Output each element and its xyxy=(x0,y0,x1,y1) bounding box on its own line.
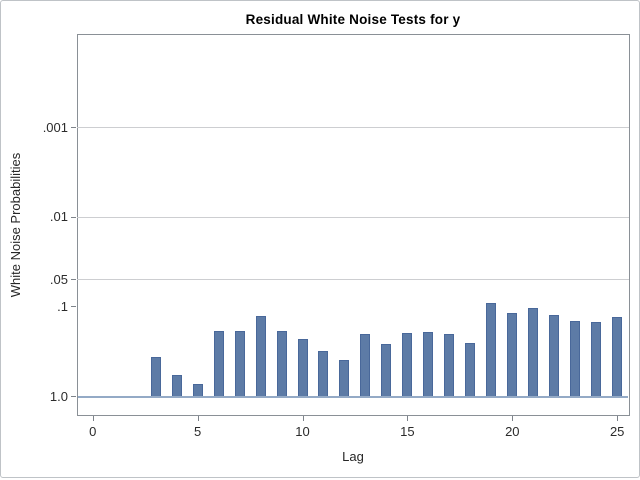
x-tick-25 xyxy=(617,416,619,421)
bar-lag-12 xyxy=(339,359,350,397)
bar-lag-11 xyxy=(318,350,329,397)
bar-lag-5 xyxy=(192,384,203,397)
bar-lag-16 xyxy=(423,331,434,397)
bar-lag-15 xyxy=(402,333,413,397)
x-tick-label-15: 15 xyxy=(400,424,415,439)
baseline-1.0 xyxy=(78,395,628,398)
x-axis-label: Lag xyxy=(342,449,364,464)
bar-lag-18 xyxy=(465,343,476,397)
x-tick-5 xyxy=(197,416,199,421)
bar-lag-3 xyxy=(150,356,161,397)
bar-lag-9 xyxy=(276,331,287,397)
x-tick-label-25: 25 xyxy=(609,424,625,439)
x-tick-label-20: 20 xyxy=(505,424,520,439)
bar-lag-19 xyxy=(486,302,497,397)
bar-lag-6 xyxy=(213,330,224,397)
y-tick-.001 xyxy=(71,127,76,129)
bar-lag-14 xyxy=(381,344,392,397)
y-tick-label-.1: .1 xyxy=(57,298,68,314)
y-tick-.01 xyxy=(71,216,76,218)
bar-lag-22 xyxy=(549,314,560,397)
y-tick-.1 xyxy=(71,306,76,308)
y-tick-label-1.0: 1.0 xyxy=(49,388,68,404)
x-tick-10 xyxy=(302,416,304,421)
reference-line-0.001 xyxy=(77,127,629,129)
bar-lag-8 xyxy=(255,315,266,397)
bar-lag-4 xyxy=(171,374,182,397)
bar-lag-23 xyxy=(570,320,581,397)
bar-lag-20 xyxy=(507,313,518,397)
x-tick-label-10: 10 xyxy=(295,424,310,439)
chart-title: Residual White Noise Tests for y xyxy=(245,12,461,27)
bar-lag-17 xyxy=(444,333,455,397)
x-tick-label-0: 0 xyxy=(89,424,97,439)
y-tick-label-.01: .01 xyxy=(49,209,68,225)
x-tick-0 xyxy=(92,416,94,421)
y-tick-label-.001: .001 xyxy=(42,119,68,135)
bar-lag-10 xyxy=(297,339,308,397)
x-tick-15 xyxy=(407,416,409,421)
bar-lag-21 xyxy=(528,307,539,397)
bar-lag-7 xyxy=(234,331,245,397)
reference-line-0.05 xyxy=(77,279,629,281)
bar-lag-24 xyxy=(591,321,602,397)
y-tick-.05 xyxy=(71,279,76,281)
bar-lag-25 xyxy=(612,316,623,397)
y-tick-label-.05: .05 xyxy=(49,271,68,287)
reference-line-0.01 xyxy=(77,216,629,218)
y-tick-1.0 xyxy=(71,396,76,397)
x-tick-20 xyxy=(512,416,514,421)
x-tick-label-5: 5 xyxy=(193,424,202,439)
bar-lag-13 xyxy=(360,333,371,397)
